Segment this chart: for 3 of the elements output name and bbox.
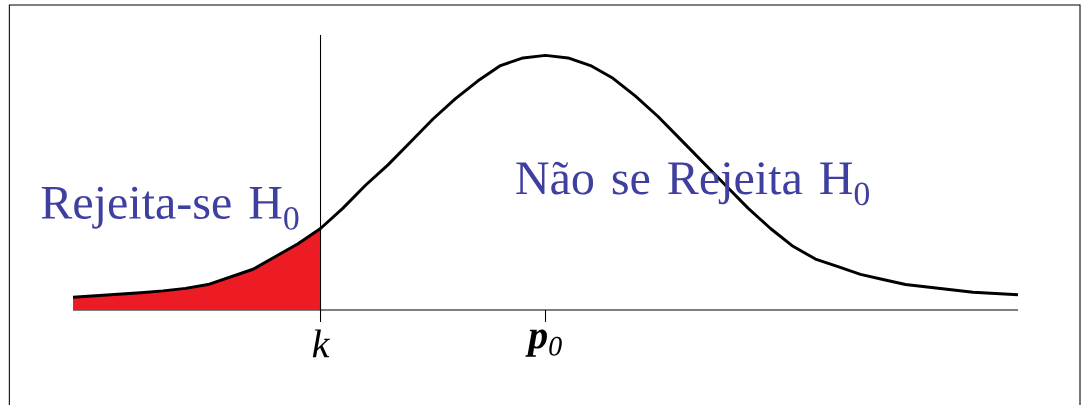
annotation: Rejeita-se H$_{0}$ <box>41 186 299 230</box>
x-tick-label: k <box>312 329 330 358</box>
x-tick-label: p$_{0}$ <box>525 329 562 357</box>
